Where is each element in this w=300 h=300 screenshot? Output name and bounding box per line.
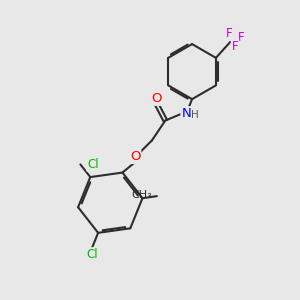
- Text: O: O: [151, 92, 161, 105]
- Text: F: F: [232, 40, 238, 53]
- Text: H: H: [191, 110, 199, 120]
- Text: CH₃: CH₃: [131, 190, 152, 200]
- Text: F: F: [238, 31, 244, 44]
- Text: O: O: [130, 150, 140, 163]
- Text: Cl: Cl: [86, 248, 98, 261]
- Text: F: F: [226, 27, 233, 40]
- Text: N: N: [182, 107, 191, 120]
- Text: Cl: Cl: [87, 158, 99, 171]
